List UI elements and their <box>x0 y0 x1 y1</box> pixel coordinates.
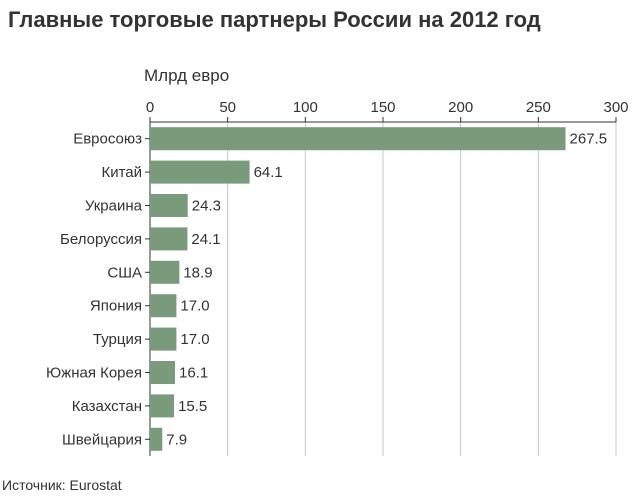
bar-7 <box>150 361 176 384</box>
x-tick-labels: 0 50 100 150 200 250 300 <box>146 99 629 116</box>
bar-2 <box>150 194 188 217</box>
bar-0 <box>150 127 566 151</box>
chart-title: Главные торговые партнеры России на 2012… <box>8 7 541 32</box>
category-label-0: Евросоюз <box>73 131 142 148</box>
value-label-5: 17.0 <box>180 298 209 315</box>
x-axis-label: Млрд евро <box>144 66 230 85</box>
x-tick-label-50: 50 <box>219 99 236 116</box>
source-note: Источник: Eurostat <box>2 477 122 493</box>
value-label-2: 24.3 <box>192 198 221 215</box>
value-label-4: 18.9 <box>183 264 212 281</box>
x-tick-label-300: 300 <box>603 99 628 116</box>
category-label-1: Китай <box>101 164 142 181</box>
x-tick-label-100: 100 <box>293 99 318 116</box>
bar-chart: 0 50 100 150 200 250 300 Евросоюз Китай Украина Б… <box>46 99 629 456</box>
category-label-6: Турция <box>93 331 142 348</box>
value-labels: 267.5 64.1 24.3 24.1 18.9 17.0 17.0 16.1 15.5 7.9 <box>166 131 607 449</box>
x-tick-label-150: 150 <box>370 99 395 116</box>
bar-1 <box>150 160 250 184</box>
bar-4 <box>150 260 180 284</box>
bars <box>150 127 566 451</box>
gridlines <box>227 122 617 456</box>
value-label-0: 267.5 <box>570 131 608 148</box>
category-label-8: Казахстан <box>72 398 142 415</box>
bar-6 <box>150 327 177 351</box>
category-label-3: Белоруссия <box>60 231 142 248</box>
value-label-8: 15.5 <box>178 398 207 415</box>
bar-5 <box>150 294 177 318</box>
category-label-9: Швейцария <box>62 431 142 448</box>
category-label-5: Япония <box>90 298 142 315</box>
value-label-9: 7.9 <box>166 431 187 448</box>
value-label-6: 17.0 <box>180 331 209 348</box>
category-label-4: США <box>107 264 142 281</box>
x-tick-label-200: 200 <box>448 99 473 116</box>
value-label-7: 16.1 <box>179 365 208 382</box>
value-label-3: 24.1 <box>191 231 220 248</box>
category-label-2: Украина <box>85 198 143 215</box>
bar-8 <box>150 394 175 418</box>
category-labels: Евросоюз Китай Украина Белоруссия США Япония Т… <box>46 131 143 449</box>
category-label-7: Южная Корея <box>46 365 142 382</box>
value-label-1: 64.1 <box>254 164 283 181</box>
bar-9 <box>150 427 163 451</box>
x-tick-label-250: 250 <box>526 99 551 116</box>
x-tick-label-0: 0 <box>146 99 154 116</box>
bar-3 <box>150 227 188 251</box>
